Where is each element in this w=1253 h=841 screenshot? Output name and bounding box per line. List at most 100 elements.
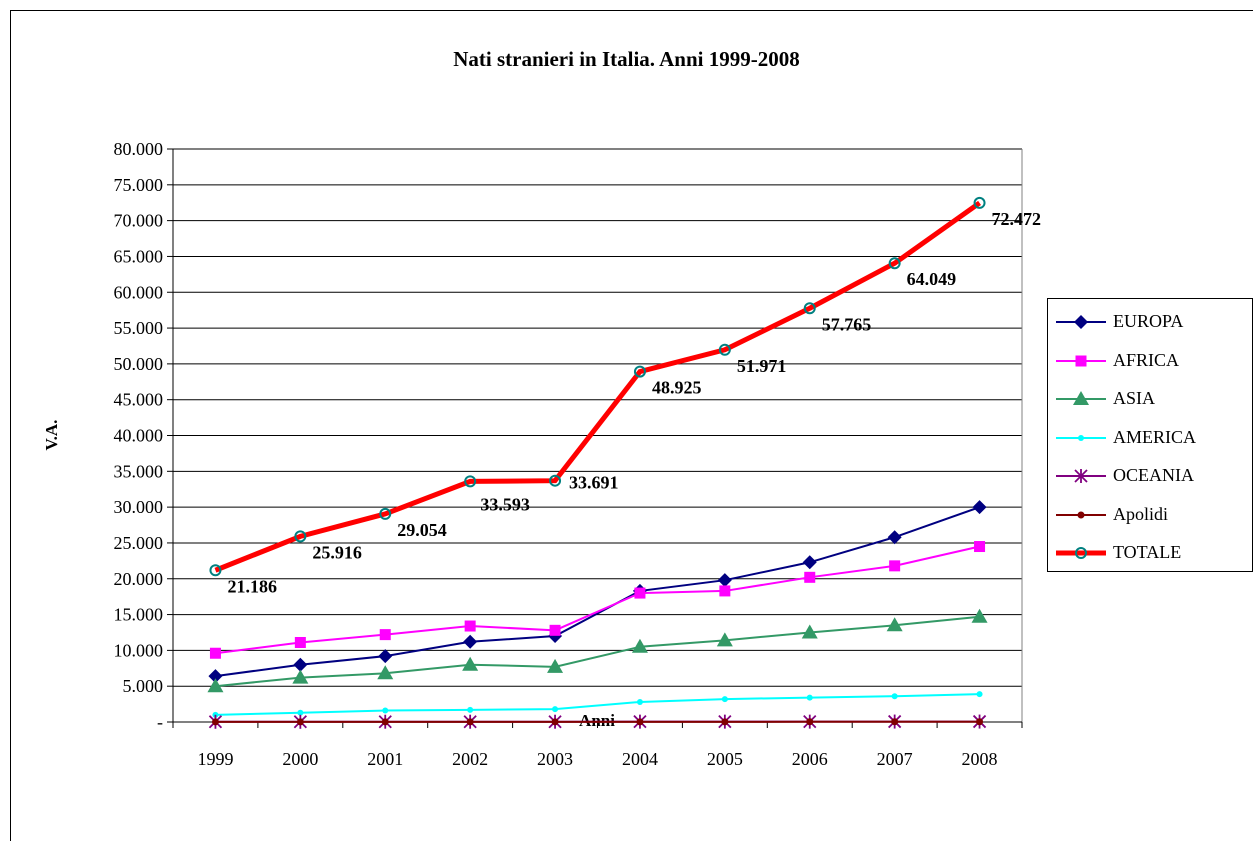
data-point-totale (633, 365, 646, 378)
series-line-asia (215, 615, 980, 688)
data-label-totale: 33.593 (480, 494, 530, 514)
legend-marker (1073, 391, 1089, 405)
legend-label: AFRICA (1113, 349, 1180, 370)
y-tick-label: 35.000 (114, 461, 164, 481)
data-point-apolidi (466, 718, 474, 726)
legend-item-oceania: OCEANIA (1048, 458, 1253, 496)
series-totale (209, 196, 986, 577)
data-point-america (382, 707, 389, 714)
data-point-america (297, 709, 304, 716)
series-america (212, 691, 983, 718)
y-tick-label: 60.000 (114, 282, 164, 302)
data-point-asia (547, 658, 564, 673)
y-tick-label: - (157, 712, 163, 732)
x-tick-label: 2008 (962, 749, 998, 769)
legend-swatch-oceania (1056, 469, 1106, 483)
legend-marker (1078, 434, 1084, 441)
y-tick-label: 45.000 (114, 390, 164, 410)
data-label-totale: 21.186 (227, 576, 277, 596)
series-line-europa (215, 506, 980, 678)
legend-marker (1074, 315, 1088, 329)
series-line-totale (214, 200, 981, 573)
data-point-africa (209, 647, 221, 659)
data-point-totale (803, 302, 816, 315)
legend-marker (1075, 547, 1087, 559)
data-point-asia (716, 632, 733, 647)
legend-label: Apolidi (1113, 503, 1169, 524)
legend-item-totale: TOTALE (1048, 535, 1253, 573)
x-tick-label: 2003 (537, 749, 573, 769)
x-tick-label: 2002 (452, 749, 488, 769)
legend-swatch-asia (1056, 391, 1106, 405)
x-tick-label: 2005 (707, 749, 743, 769)
data-point-europa (717, 573, 732, 588)
legend-swatch-america (1056, 434, 1106, 441)
data-point-asia (631, 638, 648, 653)
data-point-america (636, 698, 643, 705)
data-label-totale: 29.054 (397, 520, 447, 540)
data-label-totale: 72.472 (992, 209, 1042, 229)
legend-item-africa: AFRICA (1048, 343, 1253, 381)
y-tick-label: 65.000 (114, 246, 164, 266)
data-point-africa (634, 587, 646, 599)
y-tick-label: 10.000 (114, 640, 164, 660)
data-point-asia (886, 617, 903, 632)
data-point-africa (464, 620, 476, 632)
data-point-europa (293, 657, 308, 672)
data-point-america (552, 706, 559, 713)
data-label-totale: 48.925 (652, 378, 702, 398)
data-point-asia (971, 608, 988, 623)
legend: EUROPA AFRICA ASIA AMERICA OCEANIA Apolidi TOT… (1047, 298, 1253, 572)
data-point-apolidi (296, 718, 304, 726)
legend-swatch-europa (1056, 315, 1106, 329)
data-point-europa (463, 634, 478, 649)
legend-marker (1074, 469, 1088, 483)
data-point-asia (207, 678, 224, 693)
legend-item-asia: ASIA (1048, 381, 1253, 419)
series-asia (207, 608, 988, 693)
gridlines (173, 148, 1023, 722)
series-layer (207, 196, 988, 729)
chart-title: Nati stranieri in Italia. Anni 1999-2008 (453, 47, 800, 71)
data-point-africa (889, 560, 901, 572)
legend-label: TOTALE (1113, 542, 1182, 562)
data-point-totale (294, 530, 307, 543)
x-tick-label: 2000 (282, 749, 318, 769)
data-point-america (976, 691, 983, 698)
data-point-asia (377, 665, 394, 680)
data-point-africa (974, 541, 986, 553)
data-point-totale (379, 507, 392, 520)
legend-label: EUROPA (1113, 311, 1184, 331)
y-tick-label: 5.000 (123, 676, 164, 696)
data-point-asia (462, 656, 479, 671)
data-point-totale (718, 343, 731, 356)
y-tick-label: 55.000 (114, 318, 164, 338)
data-point-america (806, 694, 813, 701)
legend-marker (1077, 511, 1085, 518)
y-tick-label: 20.000 (114, 569, 164, 589)
data-point-apolidi (976, 718, 984, 726)
legend-item-europa: EUROPA (1048, 304, 1253, 342)
data-point-america (467, 706, 474, 713)
data-point-america (721, 696, 728, 703)
data-point-apolidi (211, 718, 219, 726)
y-tick-label: 30.000 (114, 497, 164, 517)
data-point-apolidi (381, 718, 389, 726)
data-point-europa (378, 649, 393, 664)
y-tick-label: 40.000 (114, 426, 164, 446)
data-point-apolidi (636, 718, 644, 726)
data-label-totale: 25.916 (312, 542, 362, 562)
legend-item-apolidi: Apolidi (1048, 497, 1253, 535)
legend-swatch-africa (1056, 355, 1106, 366)
x-tick-label: 1999 (197, 749, 233, 769)
legend-marker (1075, 355, 1087, 366)
data-point-africa (549, 624, 561, 636)
data-point-apolidi (551, 718, 559, 726)
data-point-apolidi (721, 718, 729, 726)
x-tick-label: 2004 (622, 749, 658, 769)
y-tick-label: 50.000 (114, 354, 164, 374)
y-tick-label: 80.000 (114, 139, 164, 159)
legend-label: ASIA (1113, 388, 1156, 408)
series-line-america (215, 693, 980, 716)
